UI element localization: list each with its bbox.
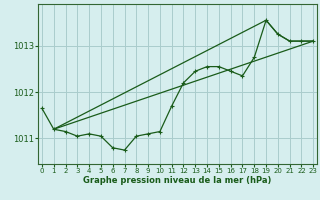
X-axis label: Graphe pression niveau de la mer (hPa): Graphe pression niveau de la mer (hPa) bbox=[84, 176, 272, 185]
